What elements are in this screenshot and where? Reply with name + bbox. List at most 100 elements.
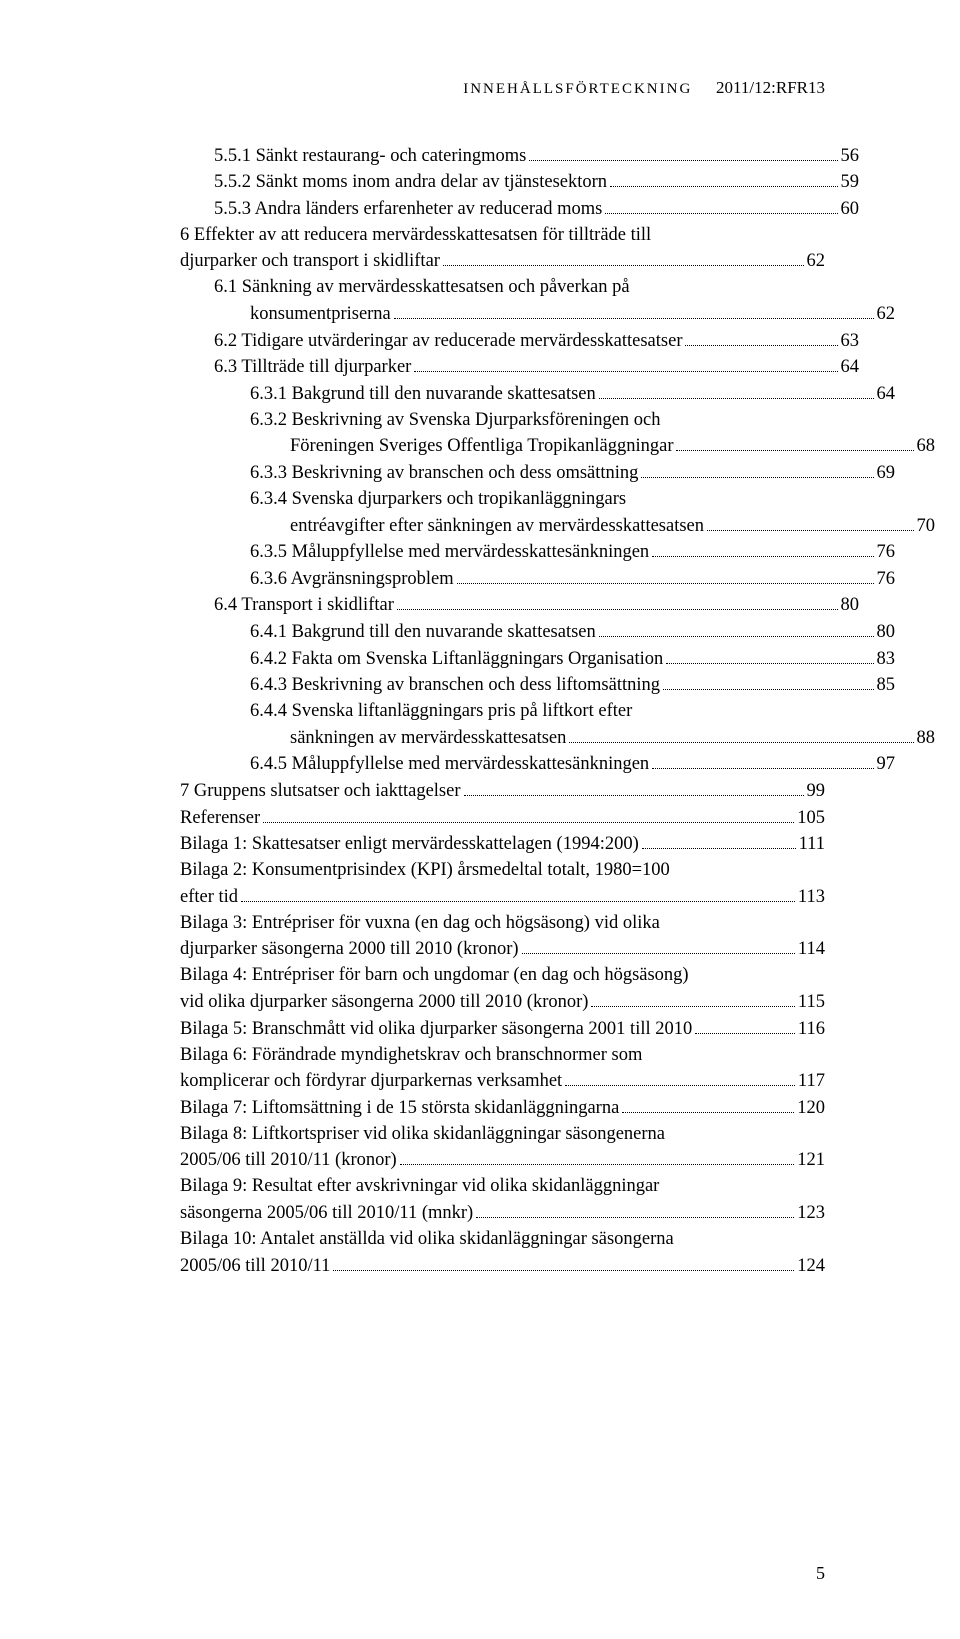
page-header: INNEHÅLLSFÖRTECKNING 2011/12:RFR13	[180, 78, 825, 98]
toc-entry-continuation: entréavgifter efter sänkningen av mervär…	[180, 513, 935, 539]
toc-entry: Bilaga 4: Entrépriser för barn och ungdo…	[180, 963, 825, 988]
toc-leader	[666, 646, 873, 664]
toc-entry-text: djurparker säsongerna 2000 till 2010 (kr…	[180, 937, 519, 962]
toc-entry-text: 6.3.3 Beskrivning av branschen och dess …	[250, 461, 638, 486]
toc-entry-text: Bilaga 5: Branschmått vid olika djurpark…	[180, 1017, 692, 1042]
toc-leader	[641, 460, 873, 478]
toc-leader	[400, 1148, 795, 1166]
toc-entry: Bilaga 9: Resultat efter avskrivningar v…	[180, 1174, 825, 1199]
toc-entry: 6.4.2 Fakta om Svenska Liftanläggningars…	[180, 646, 895, 672]
toc-leader	[529, 143, 837, 161]
toc-entry-text: 6.4 Transport i skidliftar	[214, 593, 394, 618]
toc-entry-page: 80	[877, 620, 896, 645]
toc-entry: 6 Effekter av att reducera mervärdesskat…	[180, 223, 825, 248]
toc-entry-continuation: komplicerar och fördyrar djurparkernas v…	[180, 1069, 825, 1095]
toc-leader	[443, 249, 804, 267]
toc-entry: Bilaga 8: Liftkortspriser vid olika skid…	[180, 1122, 825, 1147]
toc-leader	[622, 1095, 794, 1113]
toc-entry: Bilaga 5: Branschmått vid olika djurpark…	[180, 1016, 825, 1042]
toc-entry-continuation: djurparker säsongerna 2000 till 2010 (kr…	[180, 937, 825, 963]
toc-leader	[263, 805, 794, 823]
toc-entry: 6.3 Tillträde till djurparker 64	[180, 355, 859, 381]
toc-entry-page: 113	[798, 885, 825, 910]
toc-entry-continuation: Föreningen Sveriges Offentliga Tropikanl…	[180, 434, 935, 460]
toc-entry-text: 6.4.3 Beskrivning av branschen och dess …	[250, 673, 660, 698]
toc-leader	[522, 937, 795, 955]
toc-entry-text: efter tid	[180, 885, 238, 910]
toc-entry-text: entréavgifter efter sänkningen av mervär…	[290, 514, 704, 539]
toc-entry-page: 62	[877, 302, 896, 327]
toc-entry: 6.4.3 Beskrivning av branschen och dess …	[180, 673, 895, 699]
toc-entry-text: 6.3 Tillträde till djurparker	[214, 355, 411, 380]
toc-leader	[591, 989, 794, 1007]
toc-entry: 6.4.1 Bakgrund till den nuvarande skatte…	[180, 619, 895, 645]
toc-entry-text: 2005/06 till 2010/11 (kronor)	[180, 1148, 397, 1173]
toc-entry-page: 123	[797, 1201, 825, 1226]
toc-entry-page: 76	[877, 567, 896, 592]
toc-entry-page: 70	[917, 514, 936, 539]
toc-entry-text: 6.3.2 Beskrivning av Svenska Djurparksfö…	[250, 408, 661, 433]
page-number: 5	[816, 1563, 825, 1584]
toc-entry: 6.3.3 Beskrivning av branschen och dess …	[180, 460, 895, 486]
toc-entry-text: 5.5.2 Sänkt moms inom andra delar av tjä…	[214, 170, 607, 195]
toc-entry: 6.3.2 Beskrivning av Svenska Djurparksfö…	[180, 408, 895, 433]
toc-entry-page: 62	[807, 249, 826, 274]
toc-entry-text: Bilaga 9: Resultat efter avskrivningar v…	[180, 1174, 659, 1199]
toc-entry-text: 6.3.5 Måluppfyllelse med mervärdesskatte…	[250, 540, 649, 565]
toc-entry-text: Föreningen Sveriges Offentliga Tropikanl…	[290, 434, 673, 459]
toc-leader	[599, 381, 874, 399]
toc-entry: Bilaga 7: Liftomsättning i de 15 största…	[180, 1095, 825, 1121]
toc-entry: 6.3.6 Avgränsningsproblem 76	[180, 566, 895, 592]
toc-entry: Bilaga 10: Antalet anställda vid olika s…	[180, 1227, 825, 1252]
toc-leader	[457, 566, 874, 584]
toc-leader	[464, 778, 804, 796]
toc-entry-page: 117	[798, 1069, 825, 1094]
toc-entry-page: 116	[798, 1017, 825, 1042]
toc-entry-page: 99	[807, 779, 826, 804]
toc-entry-text: Bilaga 7: Liftomsättning i de 15 största…	[180, 1096, 619, 1121]
toc-entry-page: 68	[917, 434, 936, 459]
toc-entry-text: Bilaga 2: Konsumentprisindex (KPI) årsme…	[180, 858, 670, 883]
toc-entry: Bilaga 2: Konsumentprisindex (KPI) årsme…	[180, 858, 825, 883]
toc-entry-text: komplicerar och fördyrar djurparkernas v…	[180, 1069, 562, 1094]
toc-entry-page: 114	[798, 937, 825, 962]
toc-entry-page: 64	[841, 355, 860, 380]
toc-entry-page: 64	[877, 382, 896, 407]
toc-entry-text: Bilaga 3: Entrépriser för vuxna (en dag …	[180, 911, 660, 936]
toc-entry-page: 59	[841, 170, 860, 195]
toc-entry-page: 88	[917, 726, 936, 751]
toc-entry-page: 63	[841, 329, 860, 354]
toc-leader	[695, 1016, 795, 1034]
document-page: INNEHÅLLSFÖRTECKNING 2011/12:RFR13 5.5.1…	[0, 0, 960, 1639]
toc-leader	[605, 196, 837, 214]
toc-entry-page: 111	[799, 832, 825, 857]
toc-entry-text: konsumentpriserna	[250, 302, 391, 327]
toc-entry-text: 6 Effekter av att reducera mervärdesskat…	[180, 223, 651, 248]
toc-entry-continuation: 2005/06 till 2010/11124	[180, 1253, 825, 1279]
toc-leader	[414, 355, 837, 373]
toc-entry-text: 6.4.2 Fakta om Svenska Liftanläggningars…	[250, 647, 663, 672]
toc-leader	[599, 619, 874, 637]
toc-entry-text: 6.3.1 Bakgrund till den nuvarande skatte…	[250, 382, 596, 407]
toc-entry-page: 80	[841, 593, 860, 618]
toc-leader	[663, 673, 873, 691]
toc-entry-continuation: vid olika djurparker säsongerna 2000 til…	[180, 989, 825, 1015]
toc-entry: 5.5.1 Sänkt restaurang- och cateringmoms…	[180, 143, 859, 169]
toc-entry-page: 76	[877, 540, 896, 565]
toc-leader	[241, 884, 795, 902]
toc-entry-page: 69	[877, 461, 896, 486]
toc-entry: 5.5.3 Andra länders erfarenheter av redu…	[180, 196, 859, 222]
toc-entry-text: 7 Gruppens slutsatser och iakttagelser	[180, 779, 461, 804]
toc-leader	[610, 170, 837, 188]
header-doc-id: 2011/12:RFR13	[716, 78, 825, 97]
toc-entry-continuation: djurparker och transport i skidliftar62	[180, 249, 825, 275]
toc-entry-continuation: konsumentpriserna 62	[180, 301, 895, 327]
toc-leader	[333, 1253, 794, 1271]
toc-entry: 5.5.2 Sänkt moms inom andra delar av tjä…	[180, 170, 859, 196]
toc-leader	[652, 752, 873, 770]
toc-entry-continuation: 2005/06 till 2010/11 (kronor)121	[180, 1148, 825, 1174]
toc-entry-text: 6.4.5 Måluppfyllelse med mervärdesskatte…	[250, 752, 649, 777]
toc-entry-text: 6.3.6 Avgränsningsproblem	[250, 567, 454, 592]
toc-entry: Bilaga 3: Entrépriser för vuxna (en dag …	[180, 911, 825, 936]
toc-entry-page: 97	[877, 752, 896, 777]
